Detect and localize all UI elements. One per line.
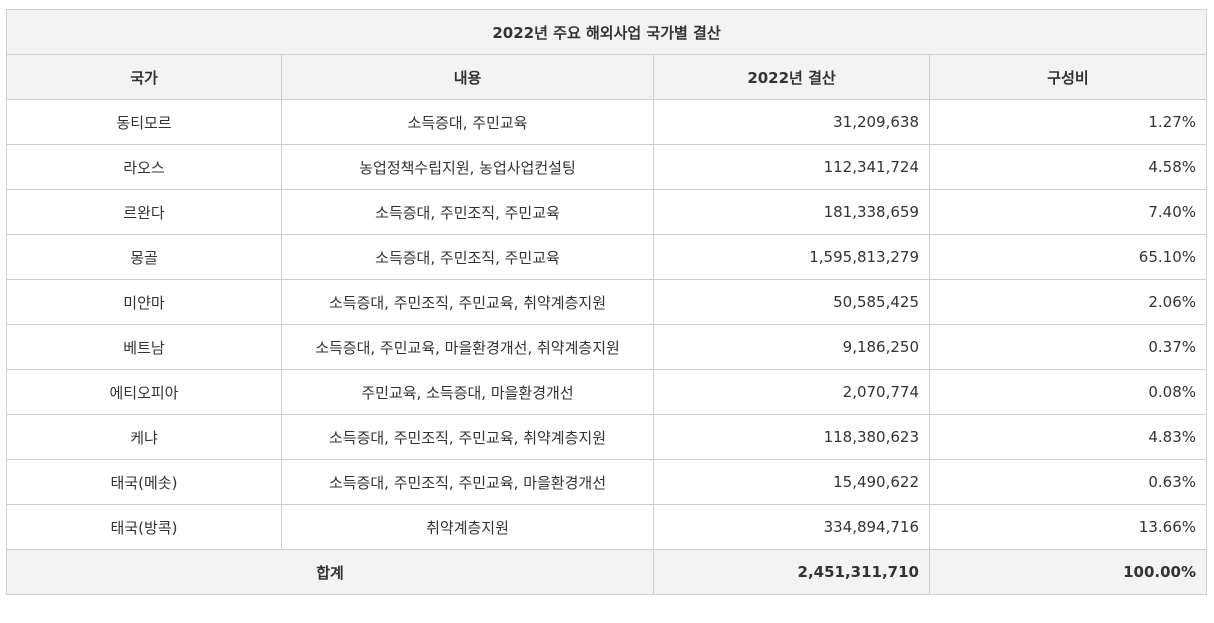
settlement-table: 2022년 주요 해외사업 국가별 결산 국가 내용 2022년 결산 구성비 … <box>6 9 1207 595</box>
table-row: 동티모르 소득증대, 주민교육 31,209,638 1.27% <box>6 99 1207 145</box>
header-content: 내용 <box>281 54 654 100</box>
cell-country: 라오스 <box>6 144 282 190</box>
header-country: 국가 <box>6 54 282 100</box>
cell-country: 태국(방콕) <box>6 504 282 550</box>
table-row: 미얀마 소득증대, 주민조직, 주민교육, 취약계층지원 50,585,425 … <box>6 279 1207 325</box>
cell-content: 농업정책수립지원, 농업사업컨설팅 <box>281 144 654 190</box>
cell-content: 소득증대, 주민조직, 주민교육 <box>281 189 654 235</box>
cell-content: 주민교육, 소득증대, 마을환경개선 <box>281 369 654 415</box>
cell-content: 소득증대, 주민조직, 주민교육 <box>281 234 654 280</box>
cell-ratio: 0.37% <box>929 324 1207 370</box>
cell-content: 소득증대, 주민조직, 주민교육, 취약계층지원 <box>281 414 654 460</box>
cell-ratio: 2.06% <box>929 279 1207 325</box>
total-amount: 2,451,311,710 <box>653 549 930 595</box>
cell-amount: 118,380,623 <box>653 414 930 460</box>
cell-content: 소득증대, 주민교육 <box>281 99 654 145</box>
cell-amount: 1,595,813,279 <box>653 234 930 280</box>
table-row: 몽골 소득증대, 주민조직, 주민교육 1,595,813,279 65.10% <box>6 234 1207 280</box>
cell-ratio: 4.83% <box>929 414 1207 460</box>
cell-country: 베트남 <box>6 324 282 370</box>
cell-ratio: 7.40% <box>929 189 1207 235</box>
cell-ratio: 13.66% <box>929 504 1207 550</box>
cell-amount: 181,338,659 <box>653 189 930 235</box>
total-label: 합계 <box>6 549 654 595</box>
cell-country: 미얀마 <box>6 279 282 325</box>
cell-country: 동티모르 <box>6 99 282 145</box>
cell-ratio: 0.08% <box>929 369 1207 415</box>
cell-content: 소득증대, 주민조직, 주민교육, 마을환경개선 <box>281 459 654 505</box>
cell-amount: 9,186,250 <box>653 324 930 370</box>
cell-amount: 15,490,622 <box>653 459 930 505</box>
table-row: 케냐 소득증대, 주민조직, 주민교육, 취약계층지원 118,380,623 … <box>6 414 1207 460</box>
cell-content: 취약계층지원 <box>281 504 654 550</box>
cell-amount: 50,585,425 <box>653 279 930 325</box>
table-title-row: 2022년 주요 해외사업 국가별 결산 <box>6 9 1207 55</box>
cell-country: 몽골 <box>6 234 282 280</box>
cell-country: 케냐 <box>6 414 282 460</box>
header-ratio: 구성비 <box>929 54 1207 100</box>
table-row: 에티오피아 주민교육, 소득증대, 마을환경개선 2,070,774 0.08% <box>6 369 1207 415</box>
cell-content: 소득증대, 주민교육, 마을환경개선, 취약계층지원 <box>281 324 654 370</box>
total-ratio: 100.00% <box>929 549 1207 595</box>
cell-ratio: 65.10% <box>929 234 1207 280</box>
cell-ratio: 4.58% <box>929 144 1207 190</box>
table-row: 르완다 소득증대, 주민조직, 주민교육 181,338,659 7.40% <box>6 189 1207 235</box>
cell-ratio: 1.27% <box>929 99 1207 145</box>
table-row: 라오스 농업정책수립지원, 농업사업컨설팅 112,341,724 4.58% <box>6 144 1207 190</box>
cell-ratio: 0.63% <box>929 459 1207 505</box>
header-amount: 2022년 결산 <box>653 54 930 100</box>
cell-amount: 112,341,724 <box>653 144 930 190</box>
cell-country: 태국(메솟) <box>6 459 282 505</box>
table-row: 베트남 소득증대, 주민교육, 마을환경개선, 취약계층지원 9,186,250… <box>6 324 1207 370</box>
total-row: 합계 2,451,311,710 100.00% <box>6 549 1207 595</box>
table-header-row: 국가 내용 2022년 결산 구성비 <box>6 54 1207 100</box>
cell-amount: 2,070,774 <box>653 369 930 415</box>
table-row: 태국(방콕) 취약계층지원 334,894,716 13.66% <box>6 504 1207 550</box>
cell-amount: 31,209,638 <box>653 99 930 145</box>
cell-amount: 334,894,716 <box>653 504 930 550</box>
cell-country: 르완다 <box>6 189 282 235</box>
cell-country: 에티오피아 <box>6 369 282 415</box>
table-row: 태국(메솟) 소득증대, 주민조직, 주민교육, 마을환경개선 15,490,6… <box>6 459 1207 505</box>
table-title: 2022년 주요 해외사업 국가별 결산 <box>6 9 1207 55</box>
cell-content: 소득증대, 주민조직, 주민교육, 취약계층지원 <box>281 279 654 325</box>
